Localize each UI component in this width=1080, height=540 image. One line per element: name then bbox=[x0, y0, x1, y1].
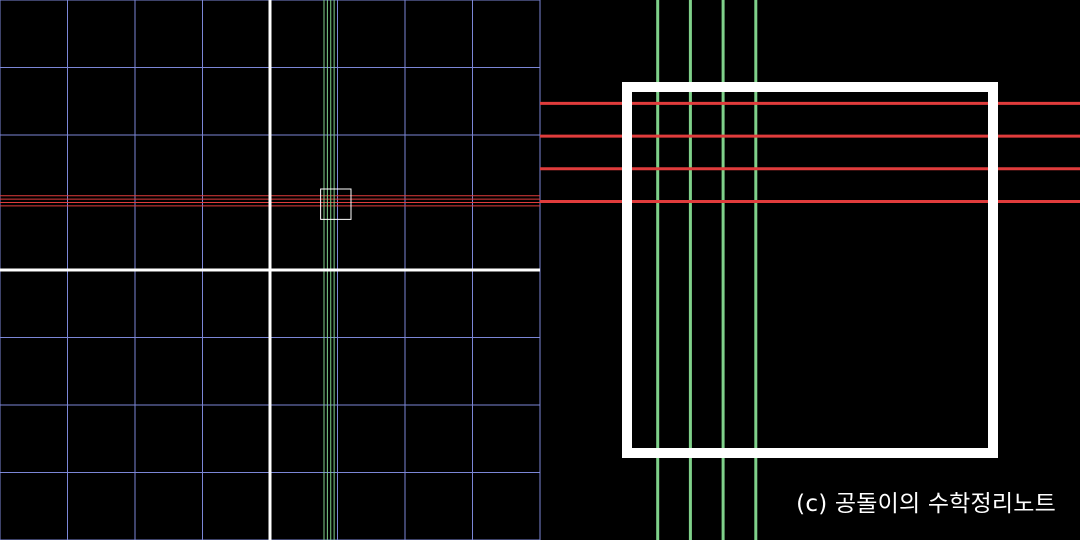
zoomed-box bbox=[622, 82, 998, 458]
zoom-box bbox=[320, 188, 352, 220]
copyright-text: (c) 공돌이의 수학정리노트 bbox=[796, 491, 1056, 517]
full-grid-panel bbox=[0, 0, 541, 540]
zoomed-panel bbox=[540, 0, 1080, 540]
